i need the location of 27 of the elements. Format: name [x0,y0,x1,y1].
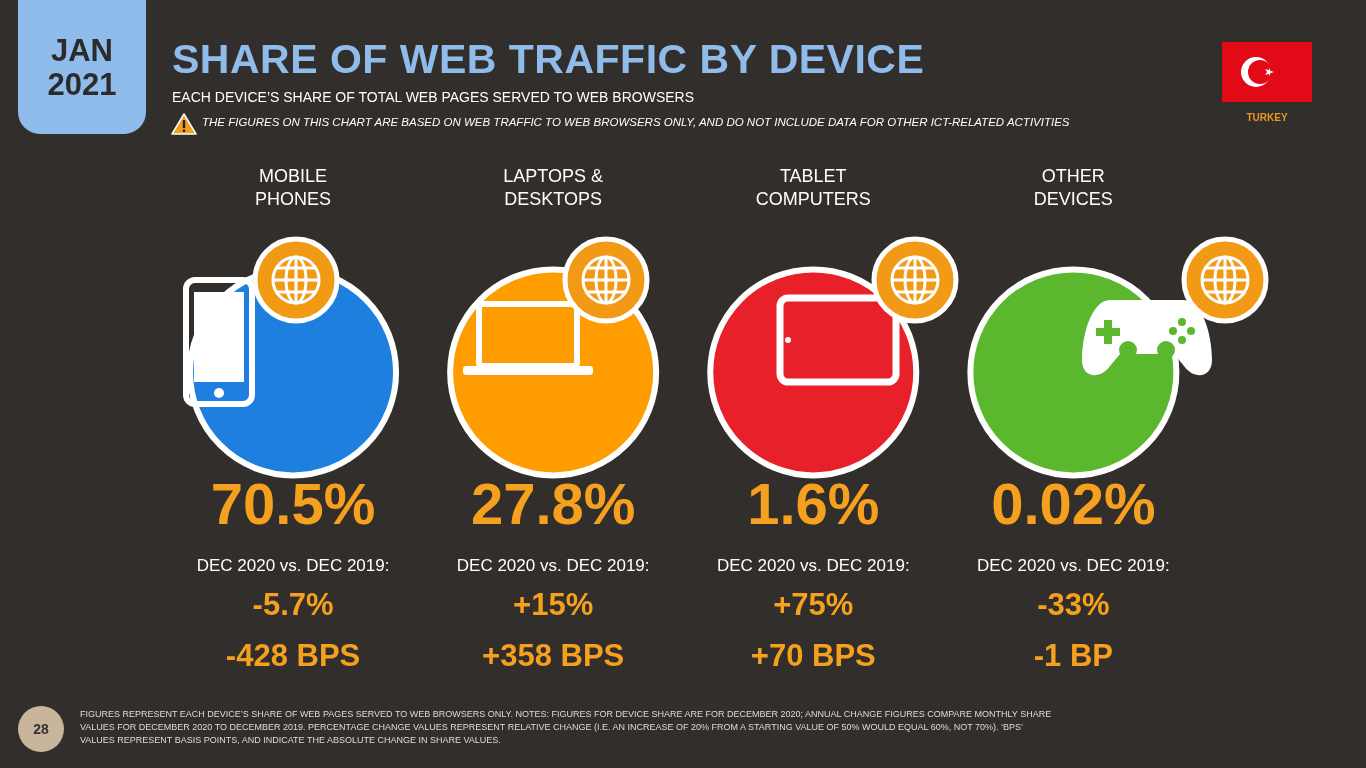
data-label: -5.7% [252,586,334,622]
data-label: 0.02% [991,471,1156,536]
category-label: TABLET COMPUTERS [755,165,871,209]
text: DEC 2020 vs. DEC 2019: [456,555,650,575]
text: JAN 2021 [18,0,146,134]
data-label: -428 BPS [225,637,361,673]
text: TURKEY [1245,112,1289,123]
category-label: LAPTOPS & DESKTOPS [503,165,604,209]
data-label: +75% [773,586,854,622]
text: THE FIGURES ON THIS CHART ARE BASED ON WEB TRAFFIC TO WEB BROWSERS ONLY, AND DO NOT INCLUDE DATA FOR OTHER ICT-RELATED ACTIVITIES [202,116,1070,128]
text: 28 [18,706,64,752]
text: DEC 2020 vs. DEC 2019: [196,555,390,575]
data-label: +70 BPS [750,637,876,673]
category-label: MOBILE PHONES [255,165,332,209]
data-label: 1.6% [747,471,880,536]
data-label: +358 BPS [482,637,625,673]
text: FIGURES REPRESENT EACH DEVICE’S SHARE OF WEB PAGES SERVED TO WEB BROWSERS ONLY. NOTES: FIGURES FOR DEVICE SHARE ARE FOR DECEMBER 2020; ANNUAL CHANGE FIGURES COMPARE MONTHLY SHARE VALUES FOR DECEMBER 2020 TO DECEMBER 2019. PERCENTAGE CHANGE VALUES REPRESENT RELATIVE CHANGE (I.E. AN INCREASE OF 20% FROM A STARTING VALUE OF 50% WOULD EQUAL 60%, NOT 70%). ‘BPS’ VALUES REPRESENT BASIS POINTS, AND INDICATE THE ABSOLUTE CHANGE IN SHARE VALUES. [80,708,1053,747]
data-label: -33% [1037,586,1110,622]
data-label: +15% [513,586,594,622]
text: DEC 2020 vs. DEC 2019: [716,555,910,575]
text: EACH DEVICE’S SHARE OF TOTAL WEB PAGES SERVED TO WEB BROWSERS [172,89,695,105]
data-label: 27.8% [470,471,636,536]
text: DEC 2020 vs. DEC 2019: [976,555,1170,575]
data-label: -1 BP [1033,637,1113,673]
category-label: OTHER DEVICES [1033,165,1113,209]
text: SHARE OF WEB TRAFFIC BY DEVICE [172,36,925,83]
data-label: 70.5% [210,471,376,536]
